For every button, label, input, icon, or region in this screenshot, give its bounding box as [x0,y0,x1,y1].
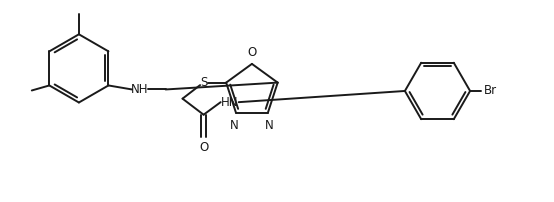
Text: O: O [199,141,208,154]
Text: N: N [265,119,274,132]
Text: NH: NH [131,83,148,96]
Text: HN: HN [221,96,238,109]
Text: S: S [200,76,207,89]
Text: O: O [247,46,257,59]
Text: N: N [230,119,239,132]
Text: Br: Br [484,84,497,98]
